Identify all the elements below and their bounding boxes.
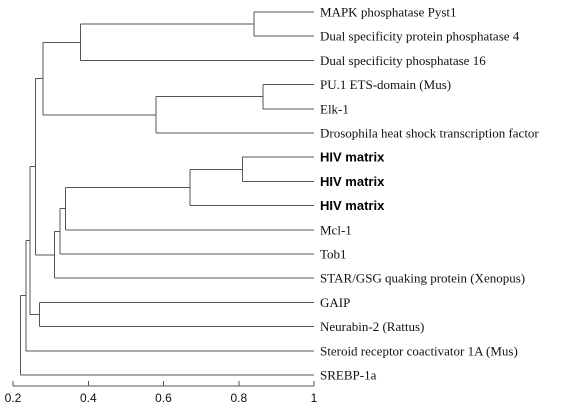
leaf-labels: MAPK phosphatase Pyst1 Dual specificity p… [320, 5, 539, 383]
leaf-label-hiv2: HIV matrix [320, 174, 385, 189]
leaf-label-mcl1: Mcl-1 [320, 222, 352, 237]
x-axis-tick-label: 0.6 [155, 391, 172, 405]
leaf-label-hiv1: HIV matrix [320, 150, 385, 165]
x-axis-tick-label: 0.8 [230, 391, 247, 405]
leaf-label-hiv3: HIV matrix [320, 198, 385, 213]
leaf-label-star: STAR/GSG quaking protein (Xenopus) [320, 271, 525, 286]
x-axis-tick-label: 0.4 [80, 391, 97, 405]
leaf-label-mapk: MAPK phosphatase Pyst1 [320, 5, 457, 20]
dendrogram-branches [20, 11, 314, 376]
leaf-label-neurabin: Neurabin-2 (Rattus) [320, 319, 424, 334]
leaf-label-dhstf: Drosophila heat shock transcription fact… [320, 126, 539, 141]
x-axis-tick-label: 0.2 [5, 391, 22, 405]
leaf-label-srebp: SREBP-1a [320, 368, 377, 383]
leaf-label-pu1: PU.1 ETS-domain (Mus) [320, 77, 451, 92]
x-axis-tick-label: 1 [311, 391, 318, 405]
leaf-label-elk1: Elk-1 [320, 101, 349, 116]
leaf-label-dusp16: Dual specificity phosphatase 16 [320, 53, 486, 68]
leaf-label-dusp4: Dual specificity protein phosphatase 4 [320, 29, 520, 44]
leaf-label-gaip: GAIP [320, 295, 350, 310]
leaf-label-tob1: Tob1 [320, 247, 347, 262]
x-axis: 0.2 0.4 0.6 0.8 1 [5, 381, 318, 405]
leaf-label-src1a: Steroid receptor coactivator 1A (Mus) [320, 343, 518, 358]
